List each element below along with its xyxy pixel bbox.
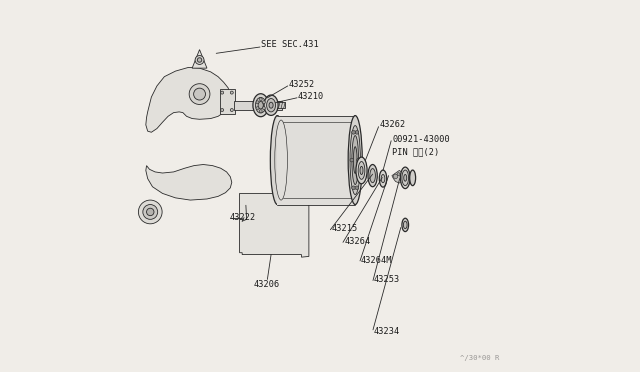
Circle shape bbox=[221, 91, 223, 94]
Ellipse shape bbox=[403, 221, 407, 229]
Circle shape bbox=[221, 109, 223, 112]
Ellipse shape bbox=[401, 167, 410, 189]
Circle shape bbox=[262, 107, 266, 110]
Circle shape bbox=[147, 208, 154, 216]
Ellipse shape bbox=[358, 161, 365, 179]
Text: 43264M: 43264M bbox=[361, 256, 392, 264]
Polygon shape bbox=[146, 67, 230, 132]
Text: 43264: 43264 bbox=[344, 237, 371, 246]
Polygon shape bbox=[239, 193, 316, 257]
Circle shape bbox=[189, 84, 210, 105]
Text: 43215: 43215 bbox=[331, 224, 357, 233]
Ellipse shape bbox=[350, 126, 360, 195]
Circle shape bbox=[230, 91, 233, 94]
Text: ^/30*00 R: ^/30*00 R bbox=[460, 355, 500, 361]
Ellipse shape bbox=[255, 97, 266, 113]
Ellipse shape bbox=[258, 102, 263, 109]
Circle shape bbox=[262, 101, 266, 104]
Circle shape bbox=[350, 158, 354, 162]
Circle shape bbox=[394, 174, 398, 179]
Text: 43262: 43262 bbox=[380, 121, 406, 129]
Circle shape bbox=[194, 88, 205, 100]
Ellipse shape bbox=[381, 174, 385, 183]
Circle shape bbox=[256, 107, 259, 110]
Circle shape bbox=[138, 200, 162, 224]
Text: 43253: 43253 bbox=[374, 275, 400, 284]
Ellipse shape bbox=[270, 116, 284, 205]
Ellipse shape bbox=[368, 164, 377, 187]
Ellipse shape bbox=[410, 170, 415, 186]
Bar bbox=[220, 89, 235, 114]
Ellipse shape bbox=[264, 95, 278, 115]
Ellipse shape bbox=[356, 157, 367, 184]
Text: 43222: 43222 bbox=[229, 213, 255, 222]
Ellipse shape bbox=[267, 99, 276, 112]
Circle shape bbox=[195, 55, 204, 64]
Ellipse shape bbox=[360, 166, 363, 174]
Ellipse shape bbox=[253, 94, 269, 117]
Circle shape bbox=[352, 186, 355, 190]
Circle shape bbox=[197, 58, 202, 62]
Ellipse shape bbox=[269, 102, 273, 108]
Ellipse shape bbox=[402, 218, 408, 232]
Circle shape bbox=[143, 205, 157, 219]
Ellipse shape bbox=[402, 170, 408, 186]
Text: 00921-43000: 00921-43000 bbox=[392, 135, 450, 144]
Polygon shape bbox=[277, 116, 355, 205]
Text: 43252: 43252 bbox=[289, 80, 315, 89]
Ellipse shape bbox=[404, 174, 407, 181]
Text: SEE SEC.431: SEE SEC.431 bbox=[260, 40, 319, 49]
Text: PIN ピン(2): PIN ピン(2) bbox=[392, 147, 440, 156]
Circle shape bbox=[259, 98, 262, 101]
Circle shape bbox=[397, 173, 400, 176]
Ellipse shape bbox=[370, 169, 376, 183]
Polygon shape bbox=[192, 49, 207, 68]
Bar bbox=[234, 101, 282, 110]
Bar bbox=[257, 102, 285, 108]
Polygon shape bbox=[146, 164, 232, 200]
Ellipse shape bbox=[352, 136, 358, 185]
Circle shape bbox=[352, 131, 355, 134]
Ellipse shape bbox=[380, 170, 387, 187]
Circle shape bbox=[230, 109, 233, 112]
Text: 43210: 43210 bbox=[298, 92, 324, 101]
Ellipse shape bbox=[348, 116, 362, 205]
Circle shape bbox=[355, 186, 359, 190]
Circle shape bbox=[355, 131, 359, 134]
Circle shape bbox=[259, 110, 262, 113]
Text: 43206: 43206 bbox=[253, 280, 280, 289]
Circle shape bbox=[256, 101, 259, 104]
Text: 43234: 43234 bbox=[374, 327, 400, 336]
Polygon shape bbox=[392, 170, 401, 183]
Circle shape bbox=[356, 158, 360, 162]
Ellipse shape bbox=[353, 147, 357, 173]
